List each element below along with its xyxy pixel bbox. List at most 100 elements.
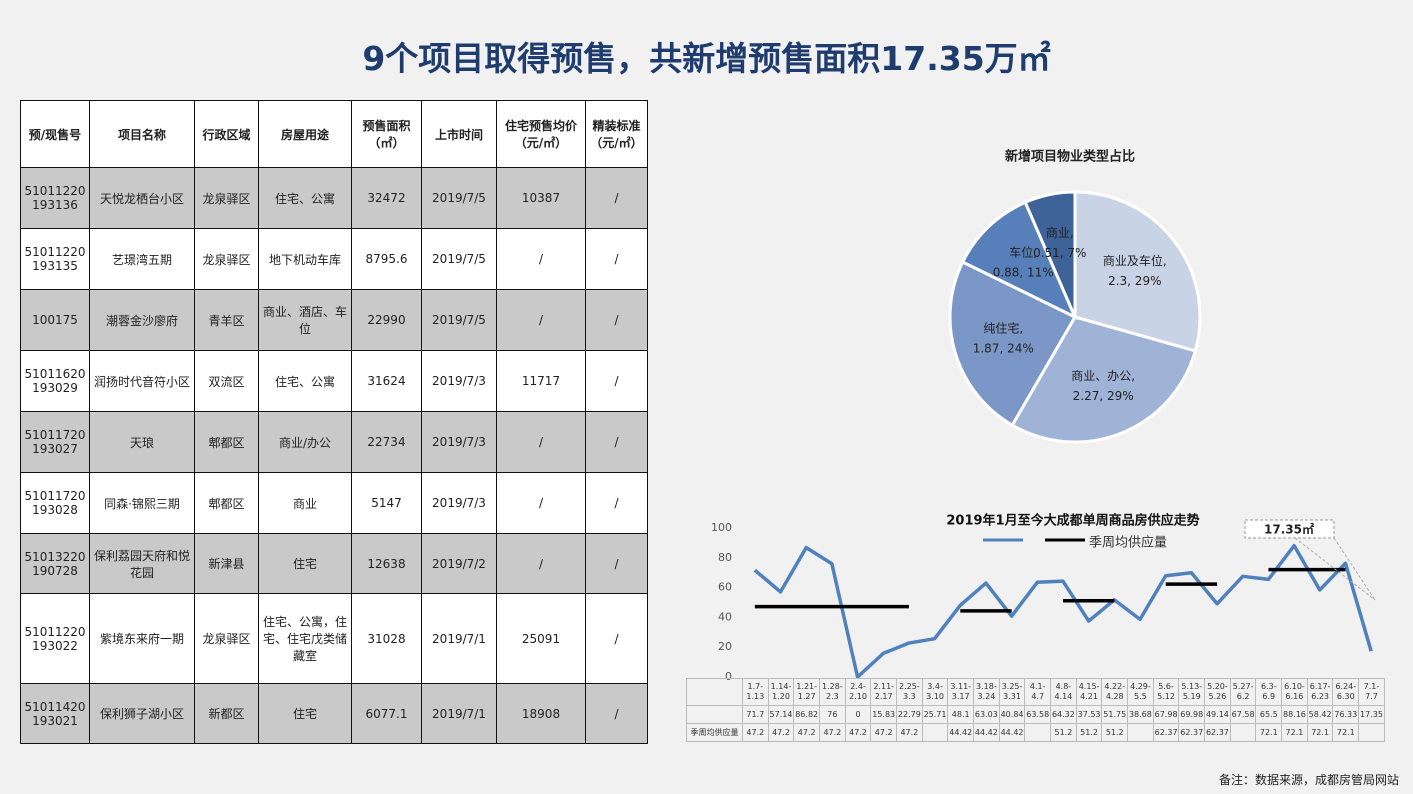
data-label: 37.53 (1075, 705, 1103, 724)
data-label: 17.35 (1358, 705, 1385, 724)
header-cell: 预售面积（㎡） (351, 100, 422, 168)
y-tick-label: 80 (718, 551, 732, 564)
table-cell: 51011720193028 (20, 472, 90, 534)
data-label (921, 723, 949, 742)
data-label: 48.1 (947, 705, 975, 724)
table-cell: 2019/7/3 (421, 472, 497, 534)
data-label: 51.2 (1050, 723, 1077, 742)
x-tick-label: 6.17-6.23 (1306, 678, 1334, 706)
table-cell: 住宅 (258, 533, 352, 594)
table-cell: 住宅、公寓 (258, 167, 352, 229)
legend-label: 季周均供应量 (1089, 535, 1167, 551)
data-label: 40.84 (998, 705, 1026, 724)
annotation-leader (1294, 537, 1376, 601)
table-cell: 新都区 (194, 683, 259, 744)
x-tick-label: 2.11-2.17 (870, 678, 898, 706)
table-cell: 25091 (496, 593, 586, 684)
data-label: 0 (844, 705, 872, 724)
table-cell: 双流区 (194, 350, 259, 412)
table-row: 51011620193029 润扬时代音符小区 双流区 住宅、公寓 31624 2019/… (20, 350, 648, 412)
x-tick-label: 1.21-1.27 (793, 678, 821, 706)
slice-label: 商业, (1046, 225, 1074, 240)
table-row: 100175 潮蓉金沙廖府 青羊区 商业、酒店、车位 22990 2019/7/5// (20, 289, 648, 351)
x-tick-label: 5.27-6.2 (1229, 678, 1257, 706)
y-tick-label: 40 (718, 610, 732, 623)
table-cell: 11717 (496, 350, 586, 412)
data-label: 44.42 (973, 723, 1000, 742)
data-label (1229, 723, 1257, 742)
row-header (686, 678, 743, 706)
data-label: 44.42 (947, 723, 975, 742)
table-cell: 紫境东来府一期 (89, 593, 195, 684)
table-cell: 22990 (351, 289, 422, 351)
data-label: 47.2 (870, 723, 898, 742)
table-cell: 住宅 (258, 683, 352, 744)
x-tick-label: 3.25-3.31 (998, 678, 1026, 706)
table-cell: 2019/7/2 (421, 533, 497, 594)
header-cell: 房屋用途 (258, 100, 352, 168)
table-cell: 51013220190728 (20, 533, 90, 594)
table-cell: 潮蓉金沙廖府 (89, 289, 195, 351)
x-tick-label: 6.10-6.16 (1281, 678, 1308, 706)
chart-data-table: 1.7-1.13 1.14-1.20 1.21-1.27 1.28-2.3 2.4-2.… (686, 678, 1385, 742)
data-label: 72.1 (1281, 723, 1308, 742)
table-cell: / (585, 683, 648, 744)
y-tick-label: 0 (725, 670, 732, 683)
slice-value-label: 1.87, 24% (973, 341, 1034, 355)
data-label: 47.2 (844, 723, 872, 742)
data-label: 38.68 (1127, 705, 1154, 724)
table-row: 51011720193028 同森·锦熙三期 郫都区 商业 5147 2019/7/3// (20, 472, 648, 534)
x-tick-label: 4.8-4.14 (1050, 678, 1077, 706)
data-label: 15.83 (870, 705, 898, 724)
table-cell: 郫都区 (194, 411, 259, 473)
table-cell: 12638 (351, 533, 422, 594)
footer-note: 备注：数据来源，成都房管局网站 (1218, 773, 1399, 787)
header-cell: 预/现售号 (20, 100, 90, 168)
table-row: 51011420193021 保利狮子湖小区 新都区 住宅 6077.1 2019/7/1… (20, 683, 648, 744)
table-cell: / (585, 350, 648, 412)
table-cell: 商业 (258, 472, 352, 534)
y-tick-label: 100 (711, 521, 732, 534)
table-cell: 艺璟湾五期 (89, 228, 195, 290)
x-tick-label: 1.28-2.3 (819, 678, 846, 706)
table-cell: 100175 (20, 289, 90, 351)
slice-label: 商业及车位, (1103, 253, 1167, 268)
value-row: 季周均供应量 47.2 47.2 47.2 47.2 47.2 47.2 47.2 44.42 4… (686, 723, 1385, 742)
x-tick-label: 3.4-3.10 (921, 678, 949, 706)
data-label: 47.2 (896, 723, 923, 742)
table-cell: 51011620193029 (20, 350, 90, 412)
x-tick-label: 7.1-7.7 (1358, 678, 1385, 706)
table-cell: 保利狮子湖小区 (89, 683, 195, 744)
table-cell: / (585, 593, 648, 684)
y-tick-label: 60 (718, 581, 732, 594)
table-cell: 新津县 (194, 533, 259, 594)
header-cell: 项目名称 (89, 100, 195, 168)
table-cell: / (496, 289, 586, 351)
table-cell: 51011220193135 (20, 228, 90, 290)
row-header: 季周均供应量 (686, 723, 743, 742)
table-cell: 6077.1 (351, 683, 422, 744)
x-tick-label: 6.24-6.30 (1332, 678, 1360, 706)
table-cell: 天悦龙栖台小区 (89, 167, 195, 229)
x-tick-label: 4.22-4.28 (1101, 678, 1129, 706)
header-cell: 精装标准（元/㎡） (585, 100, 648, 168)
slice-value-label: 2.3, 29% (1108, 274, 1161, 288)
data-label: 51.2 (1101, 723, 1129, 742)
table-cell: / (585, 289, 648, 351)
table-cell: 8795.6 (351, 228, 422, 290)
slice-label: 商业、办公, (1071, 368, 1135, 383)
table-row: 51011220193022 紫境东来府一期 龙泉驿区 住宅、公寓，住宅、住宅戊类储藏… (20, 593, 648, 684)
table-cell: 2019/7/5 (421, 289, 497, 351)
x-tick-label: 3.18-3.24 (973, 678, 1000, 706)
table-row: 51011720193027 天琅 郫都区 商业/办公 22734 2019/7/3// (20, 411, 648, 473)
data-label: 57.14 (767, 705, 795, 724)
average-line (754, 567, 1346, 613)
table-cell: / (496, 472, 586, 534)
data-label: 51.75 (1101, 705, 1129, 724)
x-tick-label: 2.4-2.10 (844, 678, 872, 706)
table-row: 51013220190728 保利荔园天府和悦花园 新津县 住宅 12638 2019/7… (20, 533, 648, 594)
data-label: 72.1 (1255, 723, 1283, 742)
data-label: 47.2 (742, 723, 769, 742)
table-row: 51011220193135 艺璟湾五期 龙泉驿区 地下机动车库 8795.6 2019/… (20, 228, 648, 290)
